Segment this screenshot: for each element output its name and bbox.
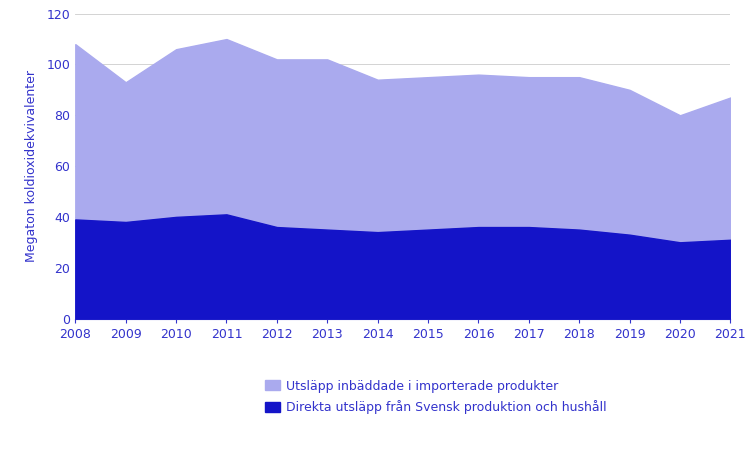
Legend: Utsläpp inbäddade i importerade produkter, Direkta utsläpp från Svensk produktio: Utsläpp inbäddade i importerade produkte…: [264, 379, 607, 414]
Y-axis label: Megaton koldioxidekvivalenter: Megaton koldioxidekvivalenter: [26, 70, 38, 262]
